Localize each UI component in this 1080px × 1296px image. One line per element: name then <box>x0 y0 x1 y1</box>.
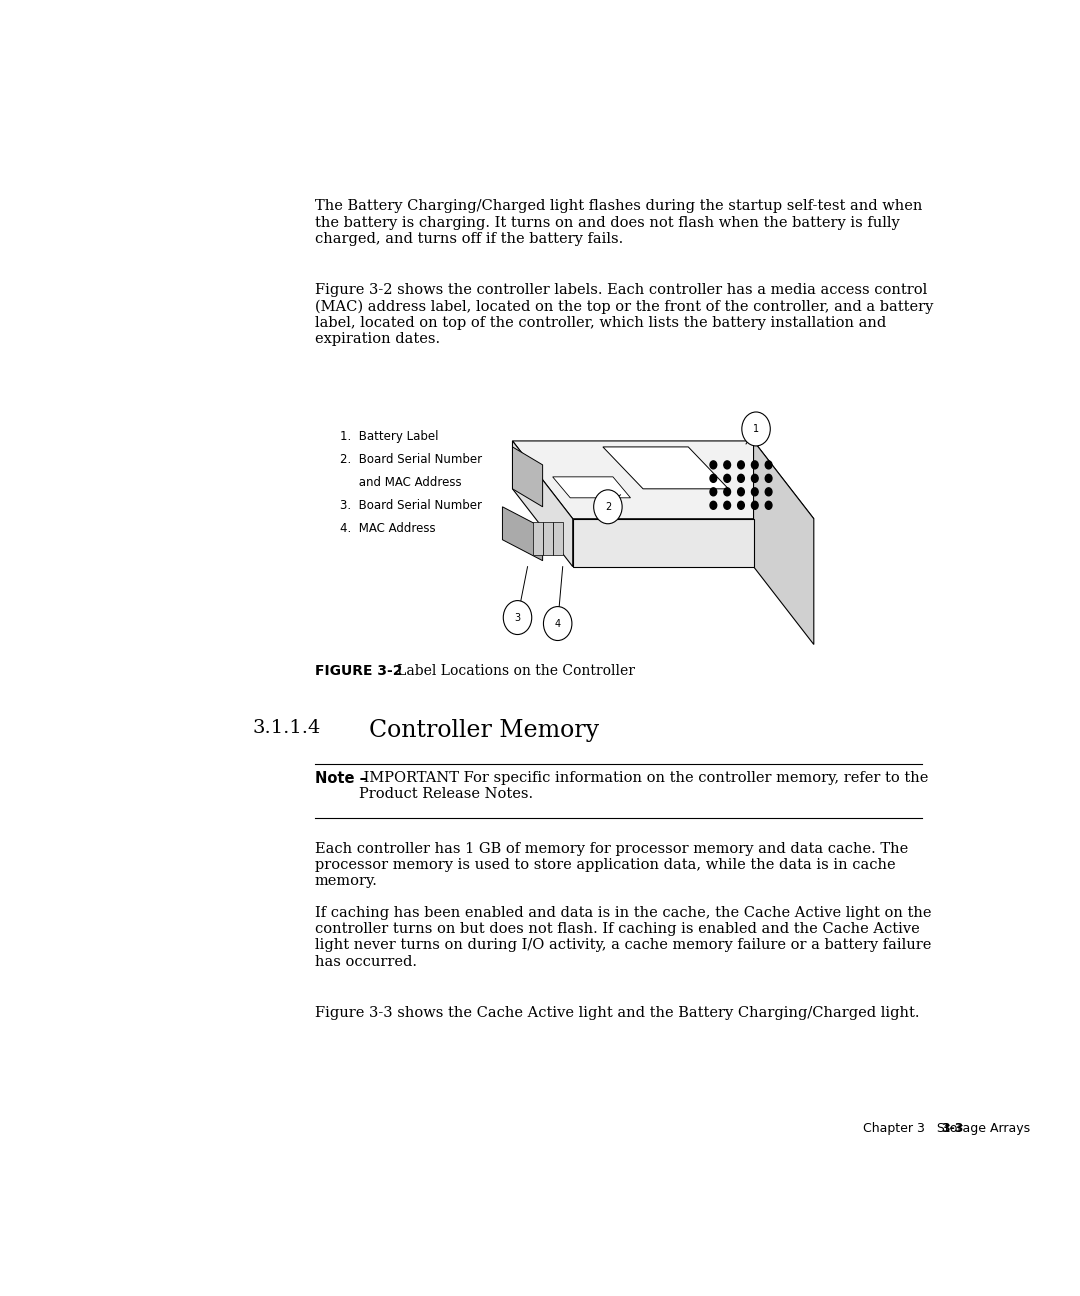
Polygon shape <box>754 441 814 644</box>
Text: and MAC Address: and MAC Address <box>340 476 461 489</box>
Text: 3.1.1.4: 3.1.1.4 <box>253 719 321 737</box>
Text: FIGURE 3-2: FIGURE 3-2 <box>315 665 403 679</box>
Circle shape <box>724 474 730 482</box>
Text: Controller Memory: Controller Memory <box>369 719 599 743</box>
Polygon shape <box>542 522 553 555</box>
Polygon shape <box>553 522 563 555</box>
Text: 4: 4 <box>555 618 561 629</box>
Text: Figure 3-3 shows the Cache Active light and the Battery Charging/Charged light.: Figure 3-3 shows the Cache Active light … <box>315 1006 919 1020</box>
Circle shape <box>752 474 758 482</box>
Text: Note –: Note – <box>315 771 367 787</box>
Polygon shape <box>513 447 542 507</box>
Text: 2: 2 <box>605 502 611 512</box>
Polygon shape <box>553 477 631 498</box>
Circle shape <box>766 461 772 469</box>
Text: Chapter 3   Storage Arrays: Chapter 3 Storage Arrays <box>863 1122 1042 1135</box>
Text: IMPORTANT For specific information on the controller memory, refer to the
Produc: IMPORTANT For specific information on th… <box>360 771 929 801</box>
Circle shape <box>752 487 758 496</box>
Circle shape <box>543 607 572 640</box>
Circle shape <box>752 502 758 509</box>
Circle shape <box>766 474 772 482</box>
Polygon shape <box>532 522 542 555</box>
Polygon shape <box>603 447 728 489</box>
Circle shape <box>766 502 772 509</box>
Text: 1.  Battery Label: 1. Battery Label <box>340 430 438 443</box>
Text: If caching has been enabled and data is in the cache, the Cache Active light on : If caching has been enabled and data is … <box>315 906 931 968</box>
Polygon shape <box>502 507 542 561</box>
Text: Label Locations on the Controller: Label Locations on the Controller <box>383 665 635 679</box>
Circle shape <box>710 474 717 482</box>
Circle shape <box>766 487 772 496</box>
Circle shape <box>738 474 744 482</box>
Circle shape <box>738 461 744 469</box>
Polygon shape <box>572 518 754 566</box>
Text: Each controller has 1 GB of memory for processor memory and data cache. The
proc: Each controller has 1 GB of memory for p… <box>315 842 908 889</box>
Text: 3.  Board Serial Number: 3. Board Serial Number <box>340 499 482 512</box>
Text: 4.  MAC Address: 4. MAC Address <box>340 522 435 535</box>
Circle shape <box>503 600 531 635</box>
Text: 1: 1 <box>753 424 759 434</box>
Polygon shape <box>513 441 572 566</box>
Text: The Battery Charging/Charged light flashes during the startup self-test and when: The Battery Charging/Charged light flash… <box>315 200 922 246</box>
Circle shape <box>710 502 717 509</box>
Circle shape <box>710 487 717 496</box>
Circle shape <box>742 412 770 446</box>
Circle shape <box>738 502 744 509</box>
Text: Figure 3-2 shows the controller labels. Each controller has a media access contr: Figure 3-2 shows the controller labels. … <box>315 284 933 346</box>
Circle shape <box>738 487 744 496</box>
Circle shape <box>752 461 758 469</box>
Circle shape <box>724 502 730 509</box>
Text: 3-3: 3-3 <box>941 1122 963 1135</box>
Circle shape <box>594 490 622 524</box>
Circle shape <box>724 487 730 496</box>
Text: 3: 3 <box>514 613 521 622</box>
Circle shape <box>724 461 730 469</box>
Text: 2.  Board Serial Number: 2. Board Serial Number <box>340 452 482 465</box>
Polygon shape <box>513 441 814 518</box>
Circle shape <box>710 461 717 469</box>
